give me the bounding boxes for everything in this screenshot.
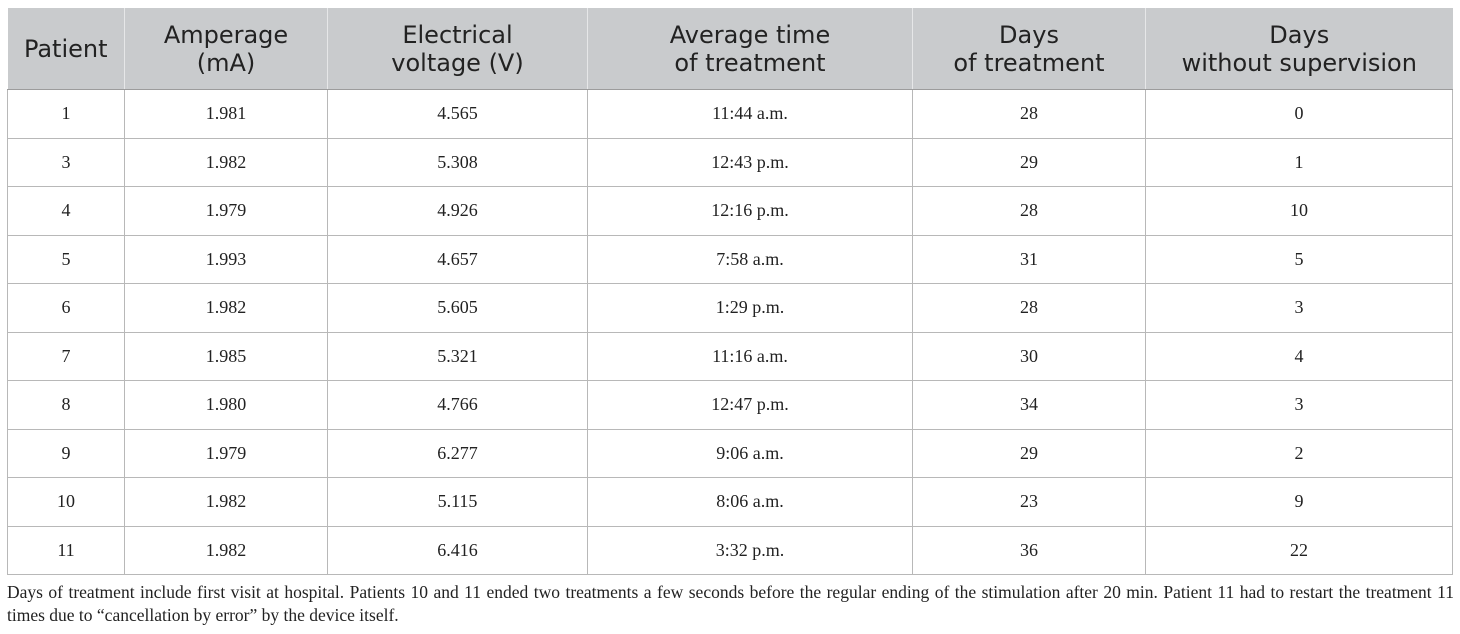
cell-days-unsupervised: 2 bbox=[1145, 428, 1453, 478]
header-line: Days bbox=[1269, 20, 1330, 49]
cell-average-time: 1:29 p.m. bbox=[587, 283, 913, 333]
cell-voltage: 4.565 bbox=[327, 89, 588, 139]
cell-average-time: 12:43 p.m. bbox=[587, 137, 913, 187]
cell-average-time: 9:06 a.m. bbox=[587, 428, 913, 478]
header-days-without-supervision: Days without supervision bbox=[1145, 8, 1453, 90]
table-row: 4 1.979 4.926 12:16 p.m. 28 10 bbox=[7, 186, 1453, 236]
cell-patient: 7 bbox=[7, 331, 125, 381]
cell-voltage: 4.926 bbox=[327, 186, 588, 236]
header-patient: Patient bbox=[7, 8, 125, 90]
cell-amperage: 1.981 bbox=[124, 89, 328, 139]
data-table-container: Patient Amperage (mA) Electrical voltage… bbox=[7, 8, 1453, 575]
table-row: 6 1.982 5.605 1:29 p.m. 28 3 bbox=[7, 283, 1453, 333]
header-line: Amperage bbox=[163, 20, 289, 49]
cell-days-treatment: 34 bbox=[912, 380, 1146, 430]
header-amperage: Amperage (mA) bbox=[124, 8, 328, 90]
cell-average-time: 3:32 p.m. bbox=[587, 525, 913, 575]
header-line: of treatment bbox=[953, 48, 1105, 77]
table-row: 9 1.979 6.277 9:06 a.m. 29 2 bbox=[7, 428, 1453, 478]
header-line: Patient bbox=[23, 34, 108, 63]
cell-patient: 10 bbox=[7, 477, 125, 527]
cell-voltage: 5.308 bbox=[327, 137, 588, 187]
cell-days-treatment: 28 bbox=[912, 186, 1146, 236]
cell-days-treatment: 29 bbox=[912, 428, 1146, 478]
header-line: without supervision bbox=[1181, 48, 1417, 77]
cell-days-unsupervised: 1 bbox=[1145, 137, 1453, 187]
cell-days-unsupervised: 9 bbox=[1145, 477, 1453, 527]
table-row: 11 1.982 6.416 3:32 p.m. 36 22 bbox=[7, 525, 1453, 575]
cell-amperage: 1.982 bbox=[124, 525, 328, 575]
cell-average-time: 12:47 p.m. bbox=[587, 380, 913, 430]
header-line: of treatment bbox=[674, 48, 826, 77]
cell-days-unsupervised: 3 bbox=[1145, 283, 1453, 333]
table-row: 1 1.981 4.565 11:44 a.m. 28 0 bbox=[7, 89, 1453, 139]
cell-patient: 11 bbox=[7, 525, 125, 575]
cell-patient: 6 bbox=[7, 283, 125, 333]
header-average-time: Average time of treatment bbox=[587, 8, 913, 90]
cell-days-treatment: 28 bbox=[912, 89, 1146, 139]
cell-amperage: 1.979 bbox=[124, 428, 328, 478]
table-footnote: Days of treatment include first visit at… bbox=[7, 582, 1454, 625]
table-body: 1 1.981 4.565 11:44 a.m. 28 0 3 1.982 5.… bbox=[7, 89, 1453, 575]
cell-days-treatment: 23 bbox=[912, 477, 1146, 527]
cell-amperage: 1.979 bbox=[124, 186, 328, 236]
cell-patient: 4 bbox=[7, 186, 125, 236]
table-row: 10 1.982 5.115 8:06 a.m. 23 9 bbox=[7, 477, 1453, 527]
cell-voltage: 4.657 bbox=[327, 234, 588, 284]
table-header: Patient Amperage (mA) Electrical voltage… bbox=[7, 8, 1453, 90]
cell-days-treatment: 30 bbox=[912, 331, 1146, 381]
cell-days-unsupervised: 4 bbox=[1145, 331, 1453, 381]
cell-average-time: 11:16 a.m. bbox=[587, 331, 913, 381]
header-days-of-treatment: Days of treatment bbox=[912, 8, 1146, 90]
cell-voltage: 4.766 bbox=[327, 380, 588, 430]
cell-amperage: 1.982 bbox=[124, 477, 328, 527]
header-electrical-voltage: Electrical voltage (V) bbox=[327, 8, 588, 90]
cell-days-treatment: 29 bbox=[912, 137, 1146, 187]
cell-patient: 3 bbox=[7, 137, 125, 187]
cell-voltage: 5.321 bbox=[327, 331, 588, 381]
header-line: Average time bbox=[669, 20, 831, 49]
cell-days-treatment: 31 bbox=[912, 234, 1146, 284]
cell-amperage: 1.993 bbox=[124, 234, 328, 284]
cell-days-unsupervised: 22 bbox=[1145, 525, 1453, 575]
cell-patient: 9 bbox=[7, 428, 125, 478]
cell-average-time: 7:58 a.m. bbox=[587, 234, 913, 284]
cell-average-time: 12:16 p.m. bbox=[587, 186, 913, 236]
cell-voltage: 6.416 bbox=[327, 525, 588, 575]
cell-voltage: 5.115 bbox=[327, 477, 588, 527]
cell-amperage: 1.980 bbox=[124, 380, 328, 430]
cell-days-unsupervised: 10 bbox=[1145, 186, 1453, 236]
header-row: Patient Amperage (mA) Electrical voltage… bbox=[7, 8, 1453, 90]
header-line: Electrical bbox=[402, 20, 513, 49]
cell-voltage: 6.277 bbox=[327, 428, 588, 478]
header-line: (mA) bbox=[196, 48, 256, 77]
table-row: 3 1.982 5.308 12:43 p.m. 29 1 bbox=[7, 137, 1453, 187]
cell-patient: 5 bbox=[7, 234, 125, 284]
cell-amperage: 1.982 bbox=[124, 137, 328, 187]
cell-days-unsupervised: 0 bbox=[1145, 89, 1453, 139]
cell-days-unsupervised: 3 bbox=[1145, 380, 1453, 430]
cell-voltage: 5.605 bbox=[327, 283, 588, 333]
cell-days-unsupervised: 5 bbox=[1145, 234, 1453, 284]
cell-patient: 1 bbox=[7, 89, 125, 139]
table-row: 8 1.980 4.766 12:47 p.m. 34 3 bbox=[7, 380, 1453, 430]
cell-amperage: 1.985 bbox=[124, 331, 328, 381]
cell-average-time: 8:06 a.m. bbox=[587, 477, 913, 527]
data-table: Patient Amperage (mA) Electrical voltage… bbox=[7, 8, 1453, 575]
cell-days-treatment: 36 bbox=[912, 525, 1146, 575]
header-line: voltage (V) bbox=[391, 48, 524, 77]
header-line: Days bbox=[999, 20, 1059, 49]
table-row: 5 1.993 4.657 7:58 a.m. 31 5 bbox=[7, 234, 1453, 284]
cell-patient: 8 bbox=[7, 380, 125, 430]
table-row: 7 1.985 5.321 11:16 a.m. 30 4 bbox=[7, 331, 1453, 381]
cell-average-time: 11:44 a.m. bbox=[587, 89, 913, 139]
cell-amperage: 1.982 bbox=[124, 283, 328, 333]
cell-days-treatment: 28 bbox=[912, 283, 1146, 333]
